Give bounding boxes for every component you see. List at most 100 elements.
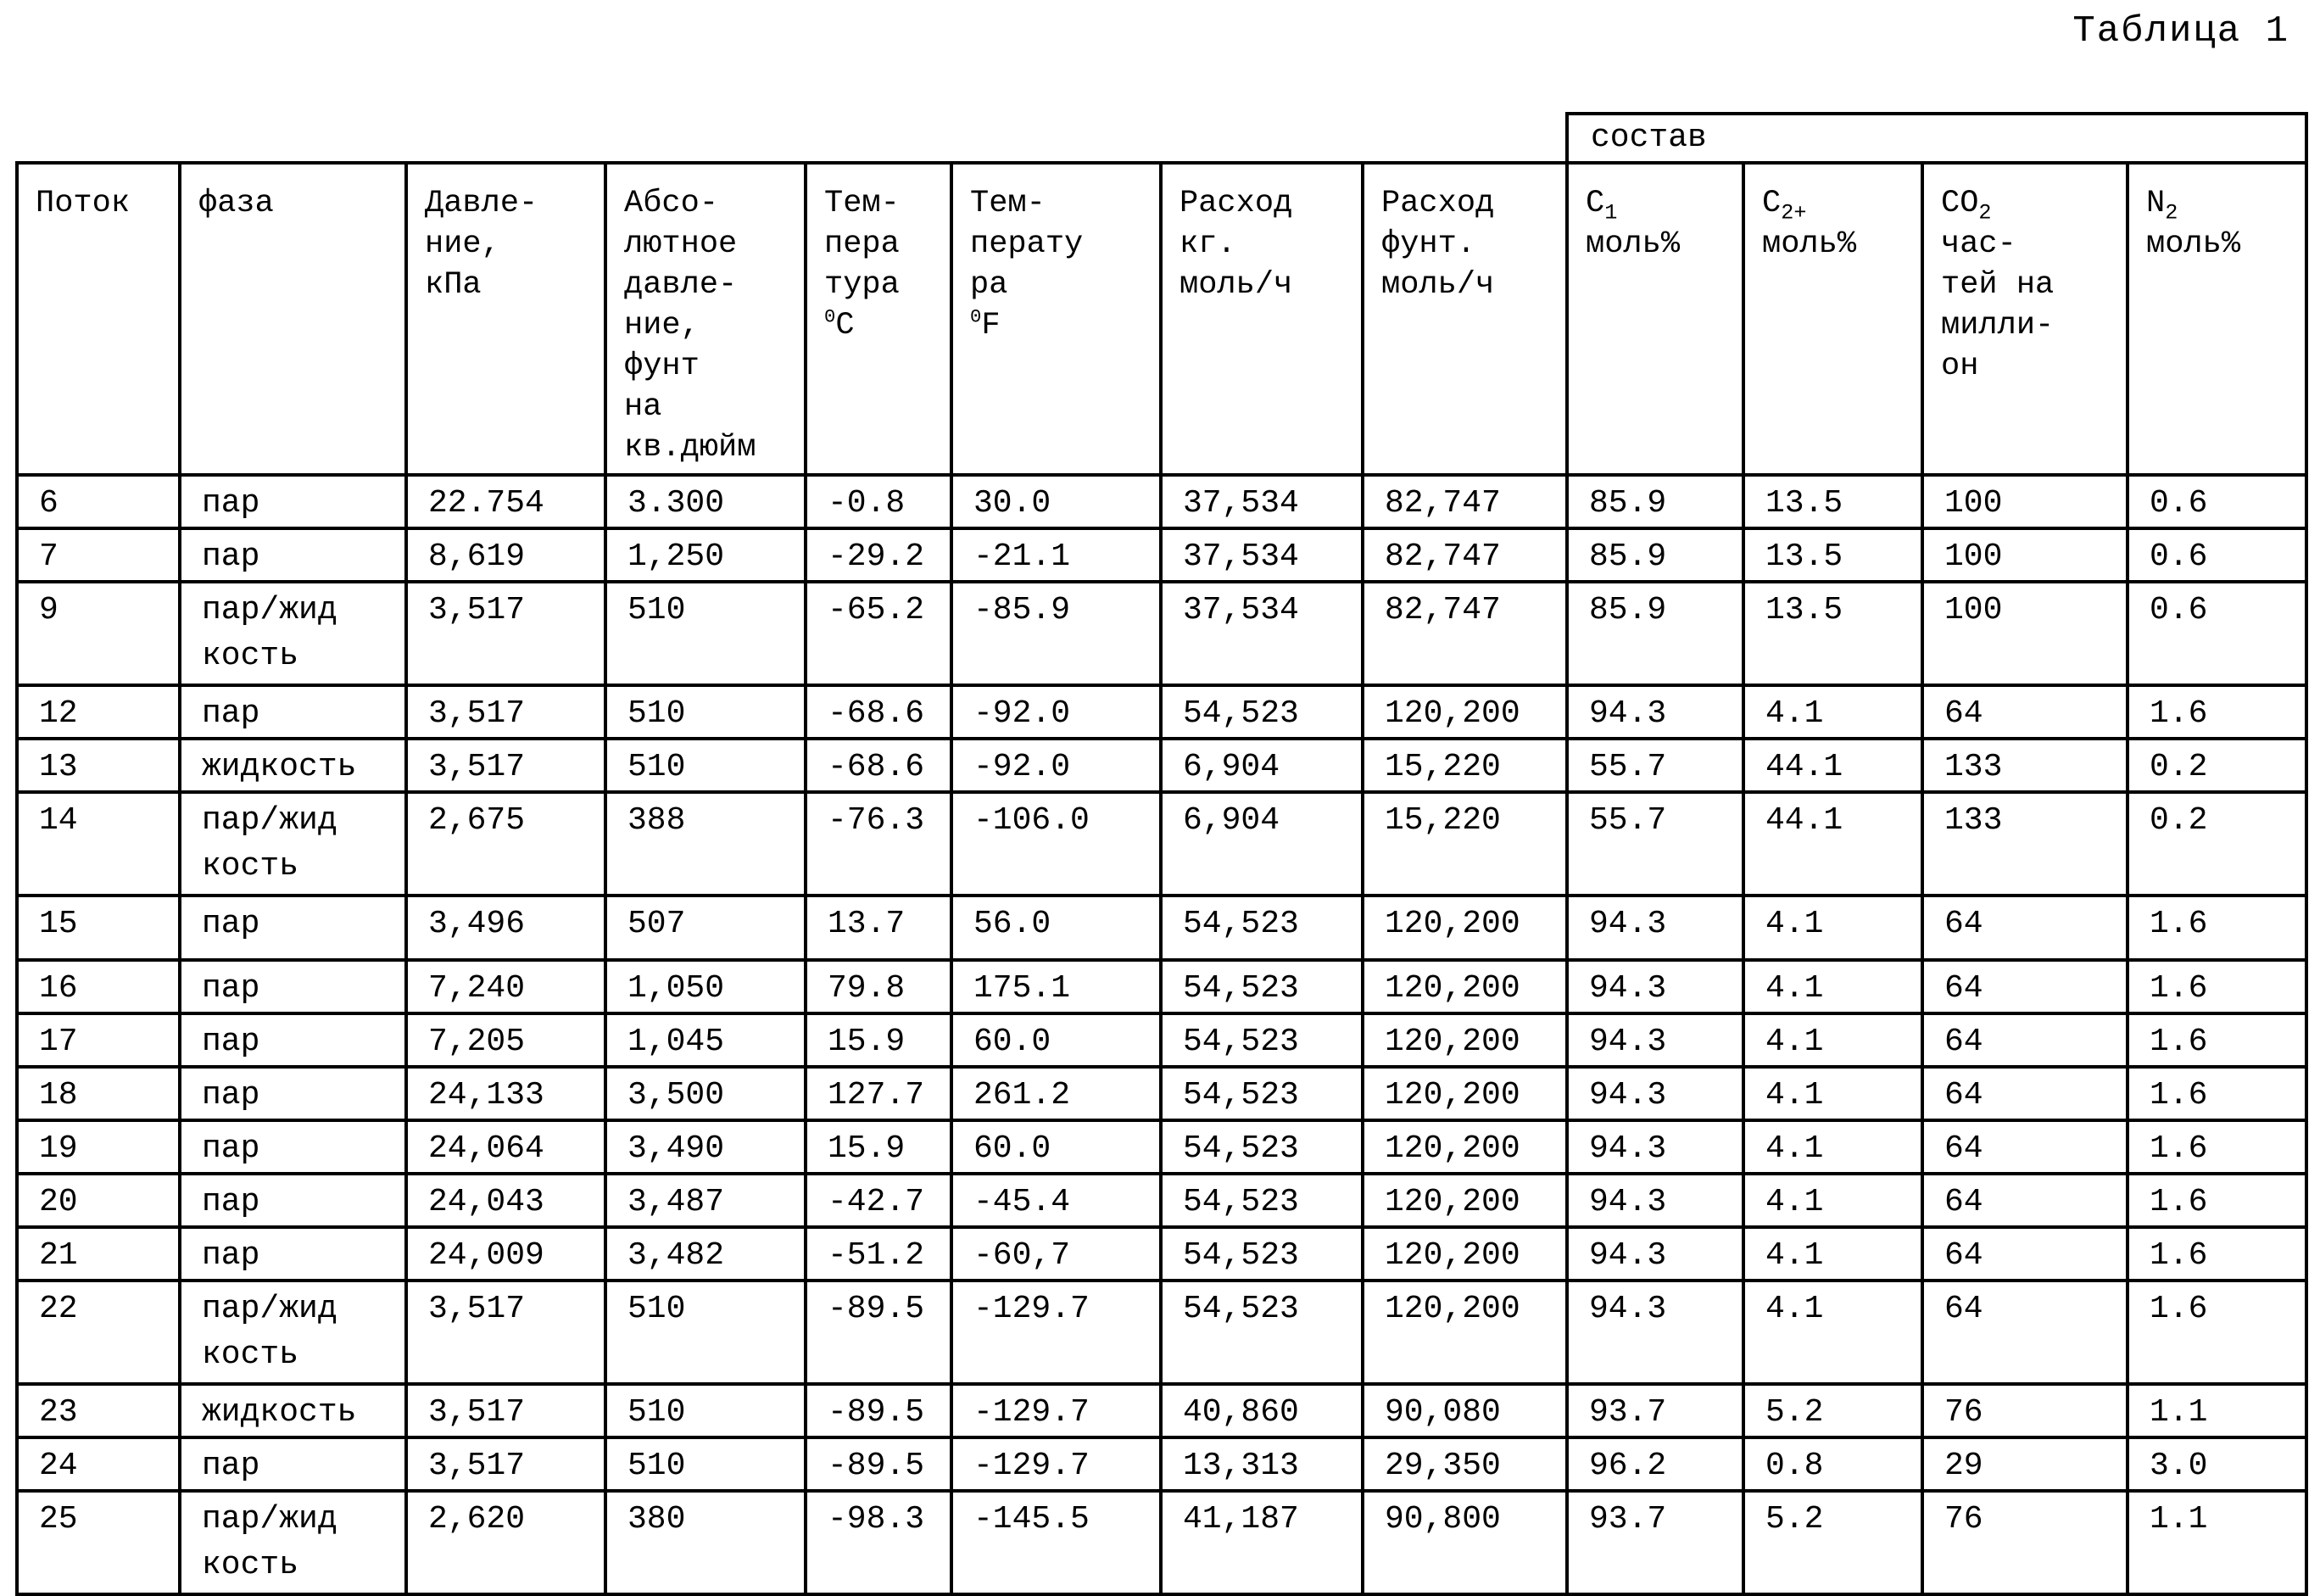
cell-pressure_psia: 510 <box>604 580 807 687</box>
cell-stream: 15 <box>15 894 181 962</box>
cell-c2plus: 0.8 <box>1742 1436 1924 1493</box>
cell-flow_lbmol: 90,800 <box>1361 1489 1569 1596</box>
table-row-stream-6: 6 пар 22.754 3.300 -0.8 30.0 37,534 82,747 85.9 1… <box>15 473 2308 530</box>
cell-pressure_psia: 507 <box>604 894 807 962</box>
cell-pressure_kpa: 3,517 <box>404 737 607 794</box>
cell-flow_kgmol: 54,523 <box>1159 958 1364 1015</box>
cell-c1: 94.3 <box>1565 1172 1745 1229</box>
cell-pressure_kpa: 24,009 <box>404 1225 607 1282</box>
table-row-stream-19: 19 пар 24,064 3,490 15.9 60.0 54,523 120,200 94.… <box>15 1119 2308 1175</box>
cell-flow_lbmol: 15,220 <box>1361 737 1569 794</box>
cell-c2plus: 5.2 <box>1742 1382 1924 1439</box>
cell-flow_lbmol: 82,747 <box>1361 527 1569 583</box>
cell-c1: 94.3 <box>1565 1279 1745 1386</box>
cell-c2plus: 4.1 <box>1742 894 1924 962</box>
cell-flow_kgmol: 37,534 <box>1159 580 1364 687</box>
cell-c1: 94.3 <box>1565 1065 1745 1122</box>
cell-stream: 12 <box>15 684 181 740</box>
cell-c2plus: 13.5 <box>1742 580 1924 687</box>
cell-co2: 76 <box>1921 1382 2129 1439</box>
cell-pressure_kpa: 8,619 <box>404 527 607 583</box>
cell-stream: 20 <box>15 1172 181 1229</box>
cell-co2: 64 <box>1921 1279 2129 1386</box>
cell-temp_f: 261.2 <box>950 1065 1163 1122</box>
cell-temp_c: 15.9 <box>804 1119 953 1175</box>
cell-pressure_kpa: 2,620 <box>404 1489 607 1596</box>
cell-stream: 13 <box>15 737 181 794</box>
table-row-stream-13: 13 жидкость 3,517 510 -68.6 -92.0 6,904 15,220 5… <box>15 737 2308 794</box>
cell-phase: пар/жид кость <box>178 790 408 897</box>
cell-stream: 14 <box>15 790 181 897</box>
table-row-stream-22: 22 пар/жид кость 3,517 510 -89.5 -129.7 54,523 1… <box>15 1279 2308 1386</box>
cell-co2: 29 <box>1921 1436 2129 1493</box>
cell-n2: 1.6 <box>2126 1012 2308 1069</box>
cell-flow_lbmol: 120,200 <box>1361 1225 1569 1282</box>
cell-phase: пар <box>178 684 408 740</box>
cell-flow_lbmol: 90,080 <box>1361 1382 1569 1439</box>
cell-pressure_kpa: 3,517 <box>404 684 607 740</box>
cell-flow_lbmol: 82,747 <box>1361 473 1569 530</box>
cell-pressure_psia: 510 <box>604 1436 807 1493</box>
stream-data-table: состав Поток фаза Давле-ние, кПа Абсо-лютное… <box>15 112 2308 1596</box>
cell-n2: 0.6 <box>2126 473 2308 530</box>
cell-temp_f: 60.0 <box>950 1012 1163 1069</box>
cell-temp_c: -89.5 <box>804 1436 953 1493</box>
cell-flow_lbmol: 120,200 <box>1361 1279 1569 1386</box>
cell-n2: 0.6 <box>2126 580 2308 687</box>
cell-flow_kgmol: 13,313 <box>1159 1436 1364 1493</box>
table-row-stream-9: 9 пар/жид кость 3,517 510 -65.2 -85.9 37,534 82,… <box>15 580 2308 687</box>
header-cell-pressure_kpa: Давле-ние, кПа <box>404 161 607 477</box>
cell-stream: 24 <box>15 1436 181 1493</box>
stream-data-table-wrap: состав Поток фаза Давле-ние, кПа Абсо-лютное… <box>15 112 2308 1596</box>
cell-temp_c: 15.9 <box>804 1012 953 1069</box>
cell-phase: пар <box>178 1119 408 1175</box>
cell-phase: жидкость <box>178 737 408 794</box>
cell-co2: 64 <box>1921 1065 2129 1122</box>
cell-n2: 1.1 <box>2126 1382 2308 1439</box>
cell-phase: пар <box>178 1172 408 1229</box>
cell-phase: жидкость <box>178 1382 408 1439</box>
cell-c1: 55.7 <box>1565 737 1745 794</box>
table-row-stream-20: 20 пар 24,043 3,487 -42.7 -45.4 54,523 120,200 9… <box>15 1172 2308 1229</box>
cell-flow_lbmol: 120,200 <box>1361 958 1569 1015</box>
cell-n2: 1.6 <box>2126 684 2308 740</box>
cell-pressure_kpa: 3,517 <box>404 580 607 687</box>
cell-temp_c: -89.5 <box>804 1382 953 1439</box>
cell-n2: 1.1 <box>2126 1489 2308 1596</box>
cell-flow_lbmol: 15,220 <box>1361 790 1569 897</box>
cell-temp_f: -60,7 <box>950 1225 1163 1282</box>
cell-c1: 85.9 <box>1565 580 1745 687</box>
cell-flow_kgmol: 54,523 <box>1159 894 1364 962</box>
cell-c2plus: 4.1 <box>1742 1012 1924 1069</box>
table-row-stream-25: 25 пар/жид кость 2,620 380 -98.3 -145.5 41,187 9… <box>15 1489 2308 1596</box>
cell-flow_lbmol: 82,747 <box>1361 580 1569 687</box>
cell-flow_kgmol: 54,523 <box>1159 1279 1364 1386</box>
cell-c2plus: 4.1 <box>1742 958 1924 1015</box>
cell-c2plus: 44.1 <box>1742 790 1924 897</box>
cell-flow_kgmol: 54,523 <box>1159 1172 1364 1229</box>
header-cell-c2plus: C2+ моль% <box>1742 161 1924 477</box>
composition-group-header: состав <box>1565 112 2308 165</box>
cell-pressure_psia: 3,487 <box>604 1172 807 1229</box>
table-row-stream-7: 7 пар 8,619 1,250 -29.2 -21.1 37,534 82,747 85.9… <box>15 527 2308 583</box>
cell-temp_f: 175.1 <box>950 958 1163 1015</box>
cell-flow_lbmol: 120,200 <box>1361 1119 1569 1175</box>
table-row-stream-21: 21 пар 24,009 3,482 -51.2 -60,7 54,523 120,200 9… <box>15 1225 2308 1282</box>
cell-flow_kgmol: 54,523 <box>1159 1225 1364 1282</box>
cell-pressure_psia: 1,045 <box>604 1012 807 1069</box>
cell-temp_f: -129.7 <box>950 1436 1163 1493</box>
cell-phase: пар <box>178 473 408 530</box>
cell-phase: пар/жид кость <box>178 1489 408 1596</box>
cell-phase: пар <box>178 1436 408 1493</box>
cell-pressure_psia: 510 <box>604 737 807 794</box>
cell-c1: 85.9 <box>1565 527 1745 583</box>
cell-c1: 55.7 <box>1565 790 1745 897</box>
cell-co2: 64 <box>1921 1012 2129 1069</box>
cell-phase: пар <box>178 1065 408 1122</box>
cell-n2: 1.6 <box>2126 894 2308 962</box>
cell-temp_c: -89.5 <box>804 1279 953 1386</box>
cell-phase: пар/жид кость <box>178 1279 408 1386</box>
cell-co2: 76 <box>1921 1489 2129 1596</box>
cell-n2: 1.6 <box>2126 1119 2308 1175</box>
cell-n2: 0.6 <box>2126 527 2308 583</box>
